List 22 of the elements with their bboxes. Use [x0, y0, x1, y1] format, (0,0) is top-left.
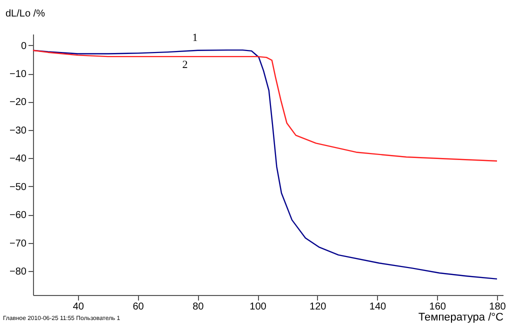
y-tick-label: −10 [10, 69, 27, 80]
x-tick-label: 100 [250, 302, 267, 312]
y-tick-label: −80 [10, 266, 27, 278]
x-tick-label: 40 [72, 302, 84, 312]
x-axis-title: Температура /°C [418, 312, 504, 324]
x-tick-label: 60 [132, 302, 144, 312]
y-axis-title: dL/Lo /% [6, 8, 46, 20]
y-tick-label: 0 [20, 40, 27, 52]
series-label: 2 [182, 59, 188, 71]
y-tick-label: −20 [10, 97, 27, 108]
x-tick-label: 120 [310, 302, 327, 312]
x-tick-label: 140 [369, 302, 387, 312]
x-tick-label: 160 [429, 302, 446, 312]
y-tick-label: −60 [10, 210, 27, 222]
series-label: 1 [192, 32, 198, 44]
x-tick-label: 180 [489, 302, 506, 312]
y-tick-label: −50 [10, 182, 27, 193]
y-tick-label: −30 [10, 125, 27, 136]
y-tick-label: −70 [10, 238, 27, 250]
x-tick-label: 80 [192, 302, 204, 312]
y-tick-label: −40 [10, 154, 27, 165]
line-series [32, 50, 498, 162]
